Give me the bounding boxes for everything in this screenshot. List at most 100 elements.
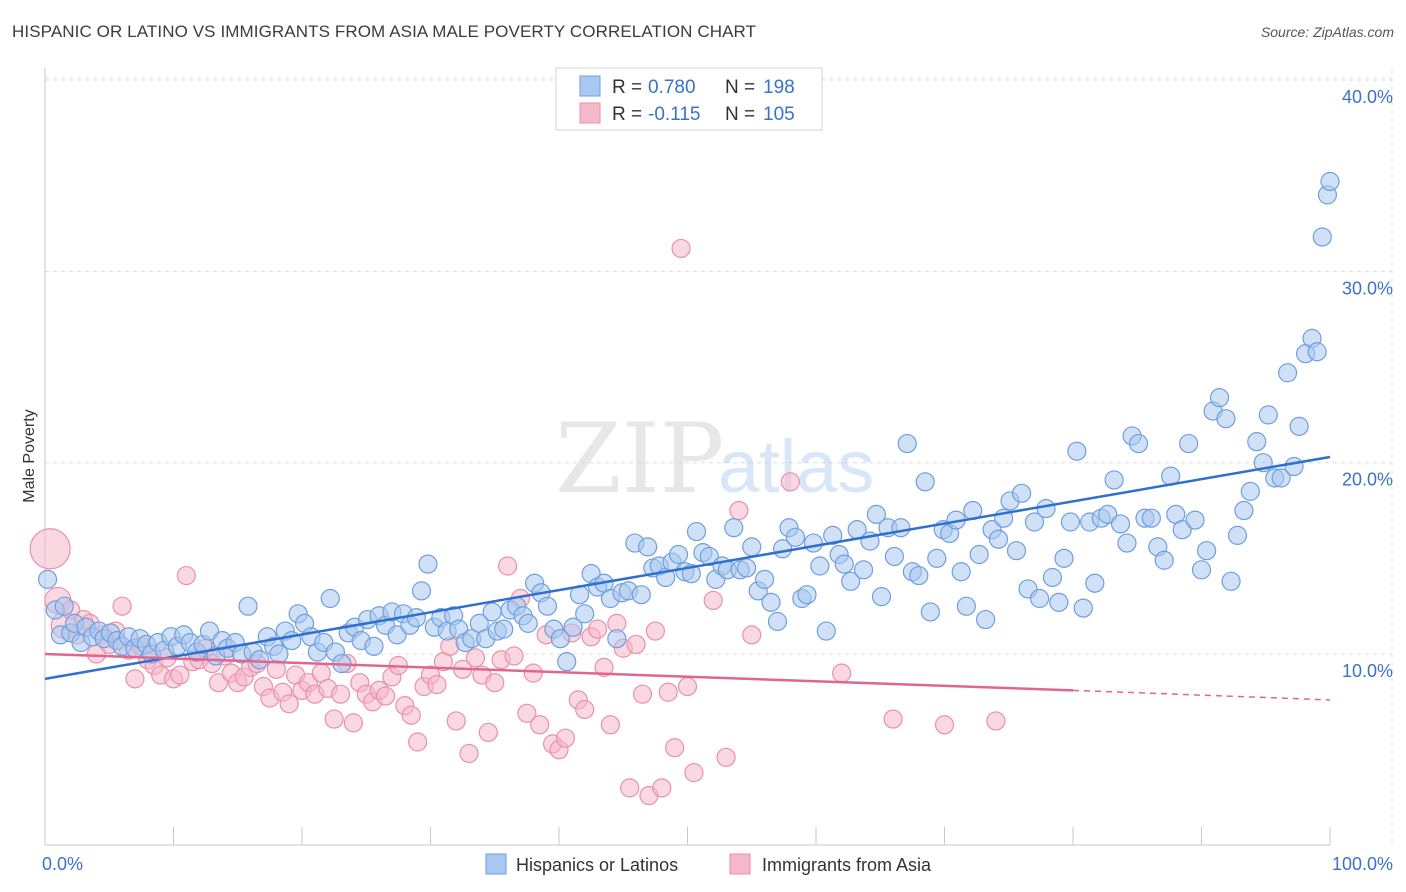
point-hispanics-or-latinos [1179, 433, 1199, 454]
point-immigrants-from-asia [934, 715, 955, 735]
point-immigrants-from-asia [401, 705, 421, 725]
tick-labels: 10.0% 20.0% 30.0% 40.0% 0.0% 100.0% [42, 87, 1393, 874]
point-immigrants-from-asia [330, 684, 351, 704]
point-hispanics-or-latinos [699, 546, 719, 567]
point-hispanics-or-latinos [1320, 171, 1340, 192]
legend-n-label-1: N = [725, 77, 755, 98]
point-immigrants-from-asia [658, 682, 678, 702]
point-immigrants-from-asia [478, 722, 498, 743]
point-immigrants-from-asia [279, 694, 299, 714]
point-hispanics-or-latinos [1191, 560, 1212, 580]
point-immigrants-from-asia [716, 747, 736, 767]
point-hispanics-or-latinos [631, 585, 651, 605]
point-hispanics-or-latinos [761, 592, 781, 612]
point-hispanics-or-latinos [320, 588, 340, 609]
watermark-zip: ZIP [555, 403, 724, 515]
point-immigrants-from-asia [832, 663, 852, 683]
legend-swatch-pink [579, 102, 601, 124]
point-hispanics-or-latinos [724, 518, 744, 538]
point-immigrants-from-asia [620, 778, 640, 798]
point-immigrants-from-asia [324, 709, 344, 729]
point-immigrants-from-asia [742, 625, 762, 645]
point-hispanics-or-latinos [364, 636, 384, 656]
point-hispanics-or-latinos [1247, 432, 1267, 452]
series-legend: Hispanics or Latinos Immigrants from Asi… [485, 853, 932, 875]
point-hispanics-or-latinos [1154, 550, 1174, 570]
point-hispanics-or-latinos [1104, 470, 1124, 490]
point-immigrants-from-asia [626, 634, 646, 655]
legend-swatch-blue [579, 75, 601, 97]
legend-r-label-2: R = [612, 104, 642, 125]
point-hispanics-or-latinos [557, 652, 577, 672]
point-hispanics-or-latinos [915, 472, 935, 492]
point-hispanics-or-latinos [742, 537, 762, 557]
point-hispanics-or-latinos [686, 521, 707, 542]
point-hispanics-or-latinos [494, 619, 514, 639]
point-immigrants-from-asia [375, 686, 396, 706]
point-immigrants-from-asia [343, 713, 363, 733]
point-hispanics-or-latinos [411, 581, 432, 601]
point-hispanics-or-latinos [834, 554, 854, 574]
point-hispanics-or-latinos [871, 587, 892, 607]
point-hispanics-or-latinos [909, 565, 929, 586]
point-immigrants-from-asia [504, 646, 524, 666]
legend-n-value-1: 198 [763, 77, 795, 98]
point-hispanics-or-latinos [1011, 483, 1032, 503]
point-hispanics-or-latinos [1240, 481, 1260, 501]
point-hispanics-or-latinos [1307, 342, 1327, 362]
point-hispanics-or-latinos [1216, 409, 1236, 429]
point-hispanics-or-latinos [767, 611, 788, 632]
x-tick-label: 0.0% [42, 854, 83, 874]
point-hispanics-or-latinos [920, 602, 940, 622]
point-immigrants-from-asia [125, 669, 145, 689]
point-hispanics-or-latinos [810, 556, 830, 576]
point-immigrants-from-asia [684, 763, 704, 783]
point-immigrants-from-asia [176, 565, 196, 586]
point-hispanics-or-latinos [841, 571, 861, 591]
point-hispanics-or-latinos [1312, 227, 1332, 247]
point-immigrants-from-asia [465, 648, 486, 668]
point-hispanics-or-latinos [1289, 416, 1309, 436]
point-immigrants-from-asia [665, 738, 685, 758]
point-hispanics-or-latinos [823, 525, 843, 545]
legend-r-value-1: 0.780 [648, 77, 696, 98]
point-immigrants-from-asia [427, 675, 447, 695]
point-hispanics-or-latinos [1172, 520, 1192, 540]
trend-lines [44, 455, 1331, 701]
point-hispanics-or-latinos [797, 585, 817, 605]
bottom-legend-swatch-pink [729, 853, 751, 875]
point-immigrants-from-asia [485, 673, 505, 693]
legend-n-value-2: 105 [763, 104, 795, 125]
point-hispanics-or-latinos [550, 629, 570, 649]
point-hispanics-or-latinos [1277, 363, 1298, 383]
y-tick-label: 10.0% [1342, 661, 1393, 681]
point-hispanics-or-latinos [1197, 541, 1217, 561]
watermark: ZIP atlas [555, 403, 874, 515]
point-immigrants-from-asia [517, 703, 537, 723]
point-hispanics-or-latinos [853, 560, 874, 580]
trend-line-hispanics [44, 455, 1331, 681]
point-hispanics-or-latinos [199, 621, 220, 641]
point-hispanics-or-latinos [269, 644, 289, 664]
point-immigrants-from-asia [780, 472, 800, 492]
point-hispanics-or-latinos [418, 554, 438, 574]
point-hispanics-or-latinos [1085, 573, 1105, 593]
point-immigrants-from-asia [498, 556, 518, 576]
point-hispanics-or-latinos [1258, 405, 1278, 425]
point-hispanics-or-latinos [1006, 541, 1027, 561]
point-hispanics-or-latinos [607, 629, 627, 649]
point-immigrants-from-asia [671, 238, 691, 259]
point-hispanics-or-latinos [1054, 548, 1074, 568]
x-tick-label: 100.0% [1332, 854, 1393, 874]
trend-line-immigrants [44, 652, 1074, 692]
point-immigrants-from-asia [29, 528, 71, 570]
chart-title: HISPANIC OR LATINO VS IMMIGRANTS FROM AS… [12, 22, 757, 41]
point-hispanics-or-latinos [638, 537, 658, 557]
point-hispanics-or-latinos [1209, 388, 1230, 408]
point-immigrants-from-asia [729, 500, 749, 521]
point-hispanics-or-latinos [1227, 525, 1248, 545]
point-hispanics-or-latinos [1117, 533, 1137, 553]
point-hispanics-or-latinos [387, 625, 407, 645]
point-hispanics-or-latinos [891, 518, 911, 538]
point-hispanics-or-latinos [1185, 510, 1205, 530]
